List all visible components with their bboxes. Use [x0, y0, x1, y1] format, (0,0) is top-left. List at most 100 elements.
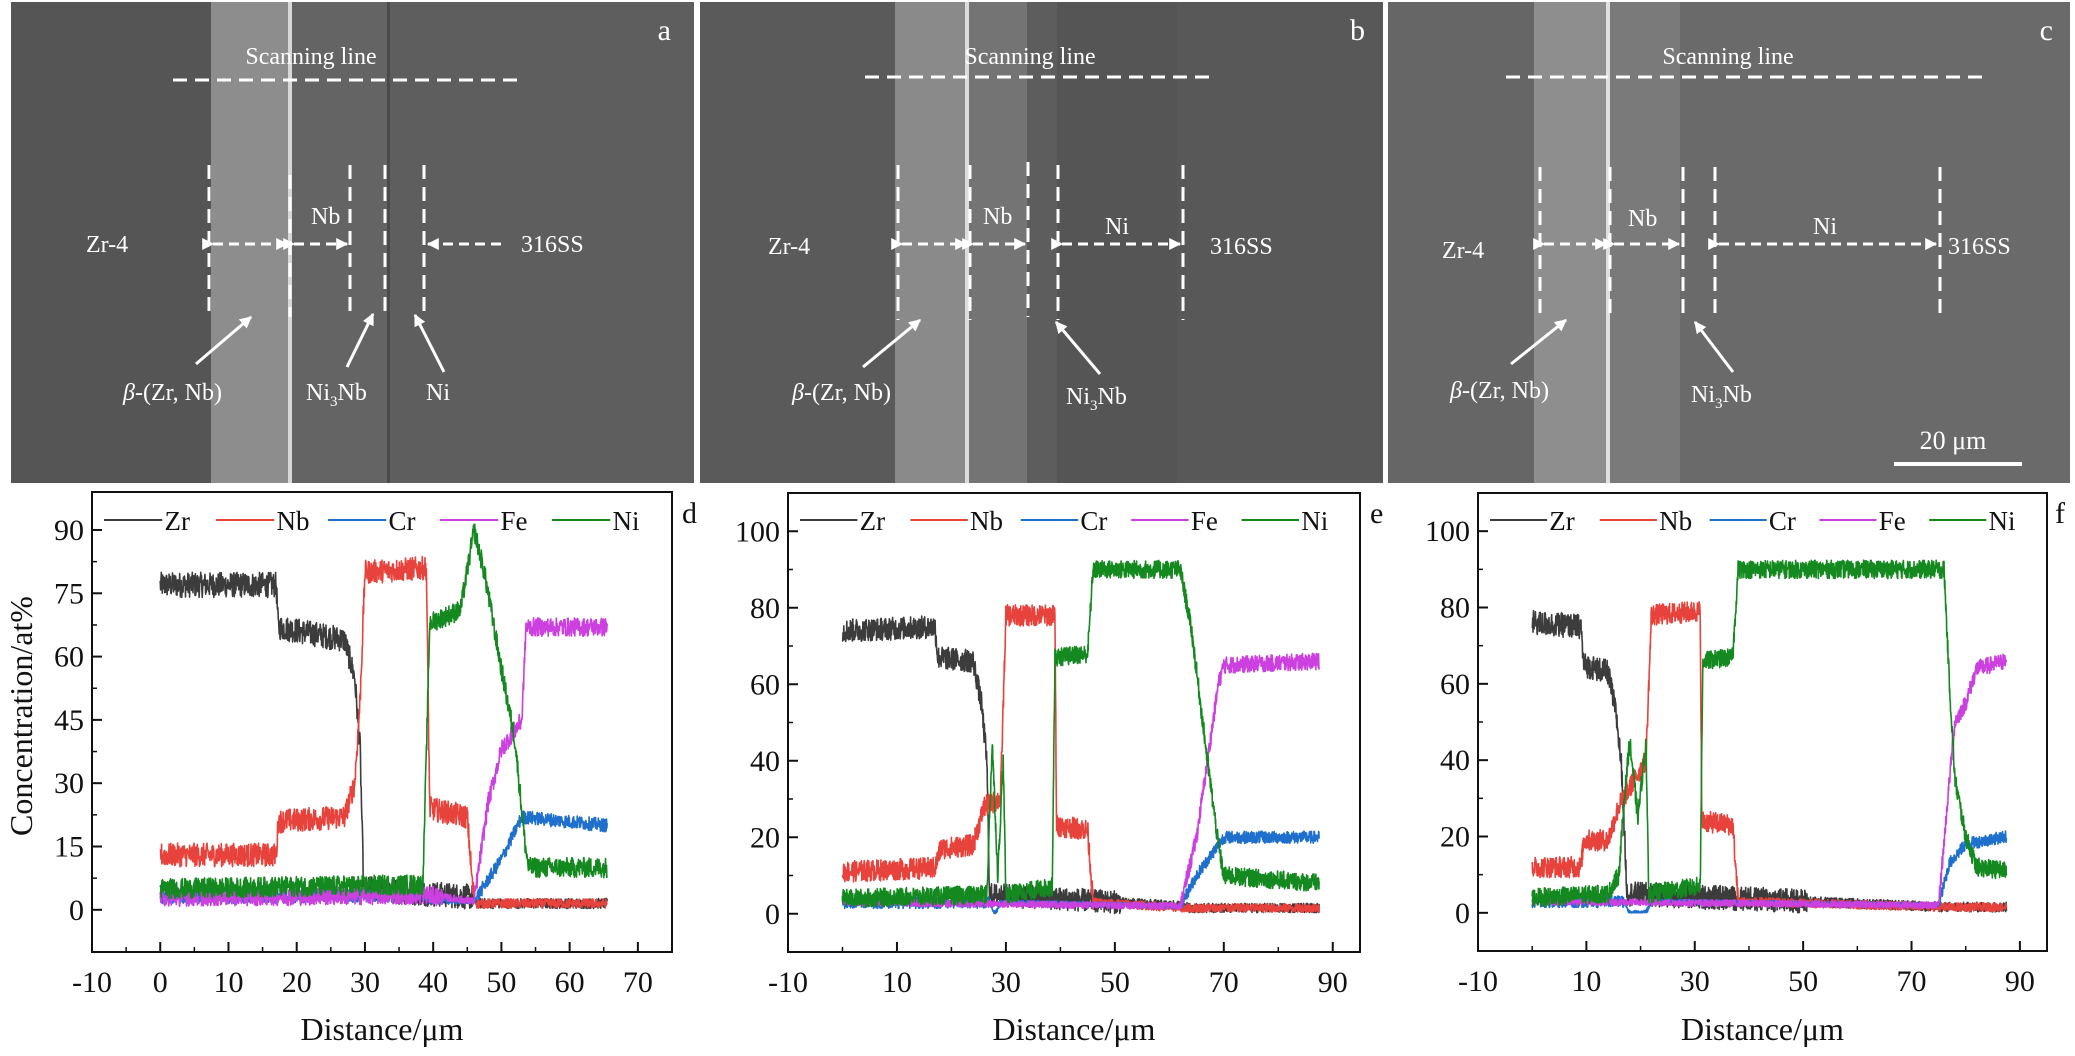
legend-label: Fe	[1879, 506, 1906, 536]
series-line-ni	[1531, 559, 2008, 907]
ni-label: Ni	[1105, 214, 1129, 240]
legend-label: Nb	[970, 506, 1003, 536]
y-tick-label: 100	[1425, 515, 1470, 548]
316ss-label: 316SS	[1210, 234, 1273, 260]
legend-label: Nb	[1659, 506, 1692, 536]
sem-panel-c: c Scanning line Zr-4 Nb Ni 316SS β-(Zr, …	[1388, 2, 2070, 483]
y-tick-label: 30	[54, 767, 84, 800]
y-tick-label: 0	[1455, 897, 1470, 930]
x-axis-title: Distance/μm	[1681, 1011, 1844, 1047]
x-tick-label: 70	[623, 966, 653, 999]
scanning-line-label: Scanning line	[245, 44, 376, 70]
y-tick-label: 0	[69, 894, 84, 927]
y-axis-title: Concentration/at%	[3, 596, 39, 836]
x-axis-title: Distance/μm	[301, 1011, 464, 1047]
series-line-nb	[1531, 601, 2008, 913]
x-tick-label: 30	[350, 966, 380, 999]
zr4-label: Zr-4	[768, 234, 810, 260]
series-line-fe	[1531, 653, 2008, 910]
beta-phase-label: β-(Zr, Nb)	[791, 380, 891, 406]
series-line-ni	[841, 559, 1320, 908]
ni3nb-label: Ni3Nb	[306, 380, 367, 410]
y-tick-label: 15	[54, 830, 84, 863]
x-tick-label: 90	[2005, 965, 2035, 998]
beta-pointer-arrow	[1510, 318, 1567, 366]
beta-phase-label: β-(Zr, Nb)	[1449, 378, 1549, 404]
x-tick-label: -10	[1458, 965, 1498, 998]
series-group	[159, 523, 608, 910]
legend-item-nb: Nb	[216, 506, 309, 536]
scanning-line-label: Scanning line	[964, 44, 1095, 70]
legend-label: Zr	[860, 506, 885, 536]
legend-item-cr: Cr	[1020, 506, 1107, 536]
316ss-label: 316SS	[521, 232, 584, 258]
x-tick-label: 0	[153, 966, 168, 999]
legend-label: Zr	[1549, 506, 1574, 536]
y-tick-label: 60	[1440, 668, 1470, 701]
series-group	[841, 559, 1320, 915]
y-tick-label: 80	[750, 592, 780, 625]
series-line-nb	[159, 555, 608, 909]
legend-label: Cr	[388, 506, 415, 536]
x-tick-label: 30	[991, 966, 1021, 999]
legend-label: Nb	[276, 506, 309, 536]
sem-image-b: b Scanning line Zr-4 Nb Ni 316SS β-(Zr, …	[700, 2, 1383, 483]
x-tick-label: 10	[213, 966, 243, 999]
316ss-label: 316SS	[1948, 234, 2011, 260]
panel-letter-c: c	[2040, 14, 2053, 47]
nb-label: Nb	[983, 204, 1012, 230]
chart-d: 0 15 30 45 60 75 90 -10 0 10 20 30 40 50 60 70 Distance/…	[3, 491, 697, 1047]
zr4-label: Zr-4	[86, 232, 128, 258]
x-tick-label: 50	[1788, 965, 1818, 998]
beta-pointer-arrow	[195, 315, 252, 366]
panel-letter-d: d	[682, 497, 697, 530]
sem-image-a: a Scanning line Zr-4 Nb 316SS β-(Zr, Nb)…	[11, 2, 694, 483]
x-axis-title: Distance/μm	[993, 1011, 1156, 1047]
x-tick-label: -10	[768, 966, 808, 999]
ni-pointer-arrow-2	[413, 313, 446, 373]
chart-e: 0 20 40 60 80 100 -10 10 30 50 70 90 Distance/μm Zr Nb…	[735, 492, 1383, 1047]
ni3nb-line	[387, 2, 390, 483]
x-tick-label: -10	[72, 966, 112, 999]
plot-frame	[91, 491, 673, 953]
legend-label: Ni	[612, 506, 639, 536]
ni3nb-label: Ni3Nb	[1691, 382, 1752, 412]
legend-item-nb: Nb	[910, 506, 1003, 536]
legend-label: Cr	[1080, 506, 1107, 536]
y-tick-label: 40	[750, 745, 780, 778]
x-tick-label: 90	[1318, 966, 1348, 999]
legend-item-ni: Ni	[1241, 506, 1328, 536]
scale-bar	[1894, 462, 2022, 466]
x-tick-label: 40	[418, 966, 448, 999]
x-tick-label: 30	[1680, 965, 1710, 998]
legend-item-cr: Cr	[1709, 506, 1796, 536]
legend-item-ni: Ni	[1929, 506, 2015, 536]
panel-letter-f: f	[2055, 497, 2065, 530]
beta-phase-label: β-(Zr, Nb)	[122, 380, 222, 406]
x-tick-label: 10	[882, 966, 912, 999]
legend-item-nb: Nb	[1599, 506, 1692, 536]
y-tick-label: 80	[1440, 592, 1470, 625]
ni3nb-label: Ni3Nb	[1066, 384, 1127, 414]
x-tick-label: 20	[282, 966, 312, 999]
series-line-zr	[1531, 609, 2008, 914]
y-tick-label: 100	[735, 515, 780, 548]
sem-panel-b: b Scanning line Zr-4 Nb Ni 316SS β-(Zr, …	[700, 2, 1383, 483]
panel-letter-a: a	[658, 14, 671, 47]
sem-image-c: c Scanning line Zr-4 Nb Ni 316SS β-(Zr, …	[1388, 2, 2070, 483]
legend-item-fe: Fe	[440, 506, 527, 536]
ni3nb-pointer-arrow	[1693, 321, 1735, 373]
y-tick-label: 20	[750, 821, 780, 854]
zr4-region	[11, 2, 211, 483]
series-line-nb	[841, 603, 1320, 914]
y-tick-label: 60	[54, 641, 84, 674]
legend-label: Ni	[1301, 506, 1328, 536]
legend-item-zr: Zr	[800, 506, 885, 536]
x-tick-label: 60	[555, 966, 585, 999]
series-group	[1531, 559, 2008, 914]
legend-item-cr: Cr	[328, 506, 415, 536]
legend-label: Fe	[500, 506, 527, 536]
ni-label: Ni	[426, 380, 450, 406]
nb-label: Nb	[311, 204, 340, 230]
